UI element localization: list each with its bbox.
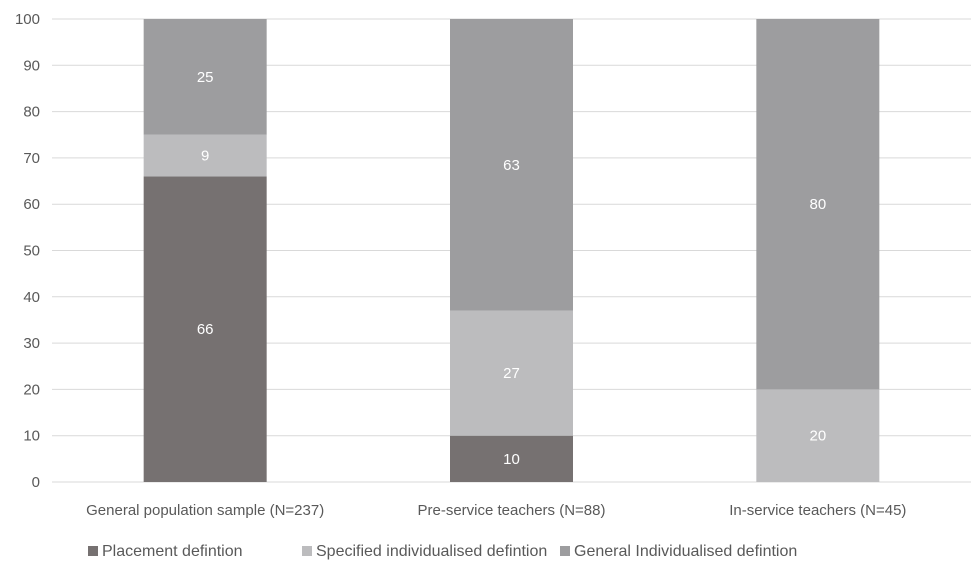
x-axis-category-labels: General population sample (N=237) Pre-ser… [86, 502, 906, 519]
y-tick-label-0: 0 [32, 474, 40, 491]
legend-label-1: Placement defintion [102, 543, 243, 560]
y-tick-label-10: 10 [23, 428, 40, 445]
data-label-2-3: 63 [503, 157, 520, 174]
bar-segment-2-2 [450, 310, 573, 436]
data-label-2-2: 27 [503, 365, 520, 382]
y-tick-label-50: 50 [23, 243, 40, 260]
bar-segment-2-3 [450, 19, 573, 311]
y-tick-label-70: 70 [23, 150, 40, 167]
legend-swatch-2 [302, 546, 312, 556]
bar-segment-2-1 [450, 435, 573, 482]
y-tick-label-20: 20 [23, 381, 40, 398]
bars [143, 19, 880, 483]
data-label-3-2: 20 [809, 428, 826, 445]
y-tick-label-40: 40 [23, 289, 40, 306]
x-category-label-2: Pre-service teachers (N=88) [418, 502, 606, 519]
data-label-1-1: 66 [197, 321, 214, 338]
y-tick-label-30: 30 [23, 335, 40, 352]
y-tick-label-90: 90 [23, 57, 40, 74]
bar-segment-1-3 [143, 19, 267, 135]
legend-swatch-3 [560, 546, 570, 556]
bar-segment-1-1 [143, 176, 267, 483]
data-label-1-2: 9 [201, 148, 209, 165]
legend-swatch-1 [88, 546, 98, 556]
x-category-label-1: General population sample (N=237) [86, 502, 324, 519]
data-labels: 66 9 25 10 27 63 20 80 [197, 69, 826, 468]
data-label-1-3: 25 [197, 69, 214, 86]
legend-label-3: General Individualised defintion [574, 543, 797, 560]
data-label-3-3: 80 [809, 196, 826, 213]
bar-segment-3-3 [756, 19, 880, 390]
y-tick-label-80: 80 [23, 104, 40, 121]
bar-segment-3-2 [756, 389, 880, 482]
y-tick-label-60: 60 [23, 196, 40, 213]
legend-label-2: Specified individualised defintion [316, 543, 547, 560]
y-axis-tick-labels: 0 10 20 30 40 50 60 70 80 90 100 [15, 11, 40, 491]
y-tick-label-100: 100 [15, 11, 40, 28]
bar-segment-1-2 [143, 134, 267, 177]
legend: Placement defintion Specified individuali… [88, 543, 797, 560]
x-category-label-3: In-service teachers (N=45) [729, 502, 906, 519]
data-label-2-1: 10 [503, 451, 520, 468]
